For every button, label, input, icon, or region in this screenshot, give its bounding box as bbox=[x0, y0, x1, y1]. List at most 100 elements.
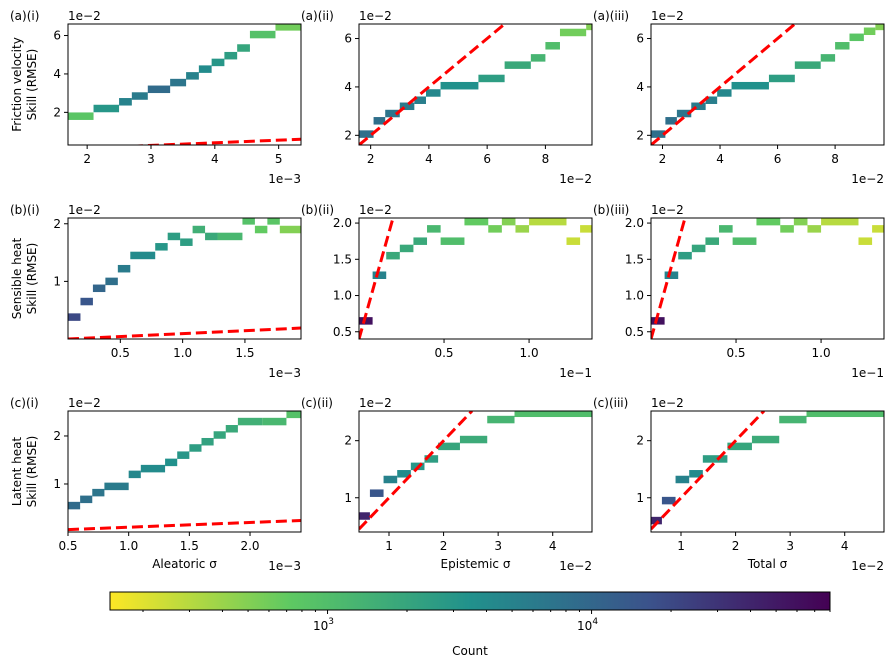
y-tick-label: 6 bbox=[636, 32, 644, 46]
heatmap-bin bbox=[835, 42, 850, 50]
x-axis-label: Aleatoric σ bbox=[152, 557, 217, 571]
reference-line bbox=[68, 518, 301, 532]
x-tick-label: 4 bbox=[841, 539, 849, 553]
y-tick-label: 4 bbox=[53, 67, 61, 81]
x-tick-label: 1.5 bbox=[180, 539, 199, 553]
x-tick-label: 6 bbox=[774, 152, 782, 166]
y-tick-label: 2 bbox=[344, 434, 352, 448]
heatmap-bin bbox=[530, 54, 546, 62]
heatmap-bin bbox=[661, 496, 676, 505]
x-tick-label: 4 bbox=[425, 152, 433, 166]
plot-area bbox=[359, 218, 592, 339]
heatmap-bin bbox=[731, 81, 769, 90]
x-tick-label: 0.5 bbox=[726, 346, 745, 360]
plot-area bbox=[359, 411, 592, 531]
x-axis-label: Total σ bbox=[747, 557, 788, 571]
panel-label: (c)(i) bbox=[10, 396, 39, 410]
x-tick-label: 4 bbox=[549, 539, 557, 553]
x-tick-label: 2 bbox=[367, 152, 375, 166]
heatmap-bin bbox=[768, 74, 795, 83]
heatmap-bin bbox=[678, 251, 692, 260]
heatmap-bin bbox=[717, 89, 732, 97]
heatmap-bin bbox=[665, 117, 677, 125]
panel-c-i: 0.5 1.0 1.5 2.0 1 2 (c)(i) 1e−2 1e−3 Aleatoric σ L… bbox=[10, 396, 302, 573]
y-tick-label: 4 bbox=[636, 80, 644, 94]
heatmap-bin bbox=[514, 411, 592, 418]
axes-frame bbox=[358, 23, 593, 146]
x-offset-label: 1e−2 bbox=[559, 172, 592, 186]
heatmap-bin bbox=[664, 271, 679, 279]
x-tick-label: 1.0 bbox=[119, 539, 138, 553]
heatmap-bin bbox=[198, 65, 212, 73]
heatmap-bin bbox=[438, 442, 460, 451]
heatmap-bin bbox=[427, 225, 441, 233]
heatmap-bin bbox=[80, 495, 93, 504]
x-axis-label: Epistemic σ bbox=[441, 557, 511, 571]
heatmap-bin bbox=[68, 501, 81, 510]
plot-area bbox=[651, 218, 884, 339]
panel-label: (c)(ii) bbox=[301, 396, 333, 410]
heatmap-bin bbox=[821, 218, 859, 226]
heatmap-bin bbox=[372, 271, 387, 279]
y-tick-label: 2 bbox=[636, 434, 644, 448]
axes-frame bbox=[358, 217, 593, 340]
heatmap-bin bbox=[189, 444, 202, 452]
y-tick-label: 1 bbox=[53, 274, 61, 288]
plot-area bbox=[651, 411, 884, 531]
heatmap-bin bbox=[119, 98, 132, 106]
y-offset-label: 1e−2 bbox=[359, 396, 392, 410]
heatmap-bin bbox=[359, 512, 370, 520]
reference-line bbox=[359, 218, 395, 339]
panel-c-iii: 1 2 3 4 1 2 (c)(iii) 1e−2 1e−2 Total σ bbox=[593, 396, 885, 573]
y-tick-label: 1 bbox=[53, 477, 61, 491]
axes-frame bbox=[358, 410, 593, 533]
heatmap-bin bbox=[104, 482, 129, 491]
heatmap-bin bbox=[487, 415, 515, 424]
heatmap-bin bbox=[751, 435, 780, 444]
x-tick-label: 3 bbox=[147, 152, 155, 166]
panel-label: (a)(iii) bbox=[593, 9, 629, 23]
heatmap-bin bbox=[756, 218, 781, 226]
panel-label: (c)(iii) bbox=[593, 396, 628, 410]
heatmap-bin bbox=[249, 30, 276, 39]
heatmap-bin bbox=[80, 297, 93, 306]
reference-line bbox=[124, 137, 301, 145]
panel-label: (a)(i) bbox=[10, 9, 39, 23]
colorbar: 103 104 Count bbox=[109, 591, 831, 658]
heatmap-bin bbox=[559, 28, 587, 37]
heatmap-bin bbox=[501, 218, 516, 226]
y-tick-label: 4 bbox=[344, 80, 352, 94]
y-tick-label: 2 bbox=[53, 429, 61, 443]
reference-line bbox=[651, 411, 766, 531]
axes-frame bbox=[67, 217, 302, 340]
panel-label: (b)(i) bbox=[10, 203, 40, 217]
x-tick-label: 1.0 bbox=[173, 346, 192, 360]
y-tick-label: 1.0 bbox=[625, 289, 644, 303]
colorbar-tick-label: 104 bbox=[577, 617, 598, 633]
reference-line bbox=[359, 24, 507, 145]
heatmap-bin bbox=[413, 237, 428, 245]
heatmap-bin bbox=[459, 435, 488, 444]
y-tick-label: 1.0 bbox=[333, 289, 352, 303]
heatmap-bin bbox=[140, 464, 166, 473]
x-tick-label: 3 bbox=[494, 539, 502, 553]
y-tick-label: 1.5 bbox=[625, 252, 644, 266]
heatmap-bin bbox=[211, 58, 225, 67]
y-offset-label: 1e−2 bbox=[68, 9, 101, 23]
x-tick-label: 8 bbox=[542, 152, 550, 166]
y-tick-label: 2.0 bbox=[333, 216, 352, 230]
heatmap-bin bbox=[237, 417, 263, 426]
x-tick-label: 1.0 bbox=[520, 346, 539, 360]
heatmap-bin bbox=[488, 225, 502, 233]
x-offset-label: 1e−2 bbox=[559, 559, 592, 573]
heatmap-bin bbox=[414, 96, 426, 104]
heatmap-bin bbox=[566, 237, 581, 245]
heatmap-bin bbox=[130, 251, 156, 260]
x-tick-label: 2 bbox=[732, 539, 740, 553]
heatmap-bin bbox=[675, 475, 690, 484]
y-offset-label: 1e−2 bbox=[68, 203, 101, 217]
heatmap-bin bbox=[170, 78, 187, 87]
y-tick-label: 1 bbox=[344, 491, 352, 505]
y-offset-label: 1e−2 bbox=[359, 203, 392, 217]
x-tick-label: 0.5 bbox=[58, 539, 77, 553]
